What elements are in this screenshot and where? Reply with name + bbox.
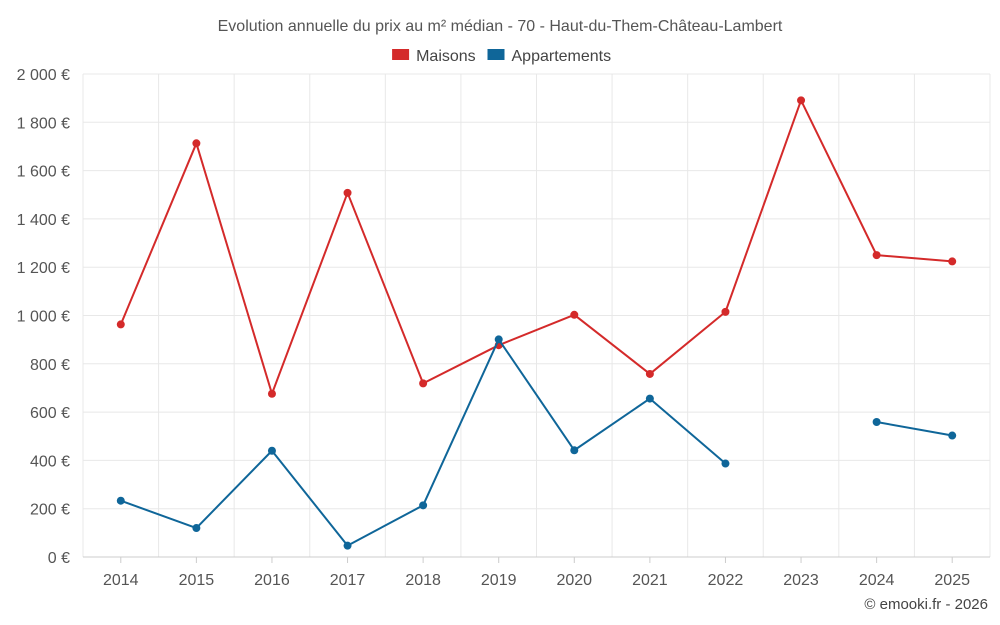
data-point-maisons-2015[interactable] xyxy=(192,139,201,148)
data-point-appartements-2017[interactable] xyxy=(343,541,352,550)
credit-text: © emooki.fr - 2026 xyxy=(864,596,988,613)
data-point-maisons-2020[interactable] xyxy=(570,310,579,319)
series-appartements xyxy=(116,335,957,550)
data-point-appartements-2019[interactable] xyxy=(494,335,503,344)
y-tick-label: 400 € xyxy=(30,453,70,470)
x-tick-label: 2019 xyxy=(481,572,517,589)
legend-swatch xyxy=(392,49,410,60)
x-tick-label: 2025 xyxy=(934,572,970,589)
data-point-appartements-2015[interactable] xyxy=(192,524,201,533)
x-tick-label: 2022 xyxy=(708,572,744,589)
legend-swatch xyxy=(487,49,505,60)
data-point-maisons-2014[interactable] xyxy=(116,320,125,329)
y-tick-label: 600 € xyxy=(30,405,70,422)
x-tick-label: 2021 xyxy=(632,572,668,589)
y-tick-label: 1 200 € xyxy=(17,260,70,277)
data-point-maisons-2021[interactable] xyxy=(645,369,654,378)
data-point-appartements-2021[interactable] xyxy=(645,394,654,403)
data-point-maisons-2025[interactable] xyxy=(948,257,957,266)
data-point-appartements-2022[interactable] xyxy=(721,459,730,468)
legend: Maisons Appartements xyxy=(392,48,611,65)
data-point-appartements-2024[interactable] xyxy=(872,418,881,427)
data-point-appartements-2018[interactable] xyxy=(419,501,428,510)
y-tick-label: 1 000 € xyxy=(17,309,70,326)
y-tick-label: 200 € xyxy=(30,502,70,519)
series-line-appartements xyxy=(876,421,953,437)
data-point-maisons-2024[interactable] xyxy=(872,251,881,260)
legend-label: Appartements xyxy=(512,48,612,65)
data-point-appartements-2014[interactable] xyxy=(116,496,125,505)
data-point-maisons-2016[interactable] xyxy=(267,389,276,398)
y-tick-label: 2 000 € xyxy=(17,67,70,84)
x-tick-label: 2015 xyxy=(179,572,215,589)
x-tick-label: 2024 xyxy=(859,572,895,589)
data-point-appartements-2025[interactable] xyxy=(948,431,957,440)
x-tick-label: 2017 xyxy=(330,572,366,589)
axis-layer: 0 € 200 € 400 € 600 € 800 € 1 000 € 1 200 € 1 4… xyxy=(17,67,990,589)
data-point-appartements-2016[interactable] xyxy=(267,446,276,455)
x-tick-label: 2023 xyxy=(783,572,819,589)
data-point-maisons-2018[interactable] xyxy=(419,379,428,388)
y-tick-label: 1 800 € xyxy=(17,115,70,132)
x-tick-label: 2018 xyxy=(405,572,441,589)
data-point-maisons-2017[interactable] xyxy=(343,188,352,197)
legend-item-maisons[interactable]: Maisons xyxy=(392,48,476,65)
series-layer xyxy=(116,96,957,550)
series-line-maisons xyxy=(119,99,953,395)
series-line-appartements xyxy=(120,338,727,547)
data-point-maisons-2023[interactable] xyxy=(797,96,806,105)
x-tick-label: 2014 xyxy=(103,572,139,589)
grid-layer xyxy=(82,73,991,558)
chart-title: Evolution annuelle du prix au m² médian … xyxy=(218,18,783,35)
y-tick-label: 0 € xyxy=(48,550,70,567)
x-tick-label: 2020 xyxy=(556,572,592,589)
data-point-maisons-2022[interactable] xyxy=(721,307,730,316)
y-tick-label: 1 400 € xyxy=(17,212,70,229)
x-tick-label: 2016 xyxy=(254,572,290,589)
y-tick-label: 800 € xyxy=(30,357,70,374)
data-point-appartements-2020[interactable] xyxy=(570,446,579,455)
legend-label: Maisons xyxy=(416,48,476,65)
y-tick-label: 1 600 € xyxy=(17,164,70,181)
legend-item-appartements[interactable]: Appartements xyxy=(487,48,612,65)
